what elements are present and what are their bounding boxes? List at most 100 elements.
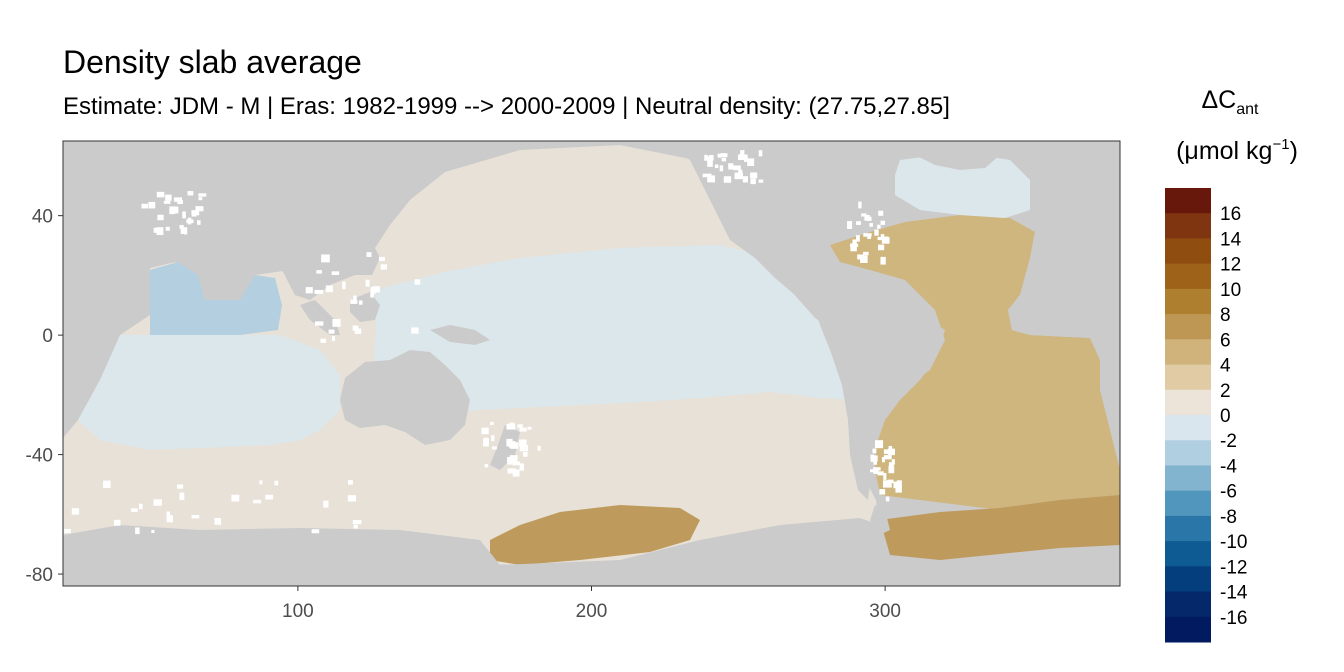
missing-data-cell [166, 515, 173, 523]
missing-data-cell [883, 472, 887, 480]
new-zealand-landmass [490, 425, 520, 470]
legend-title-unit: (μmol kg−1) [1162, 136, 1312, 166]
missing-data-cell [740, 150, 745, 157]
missing-data-cell [527, 426, 532, 430]
missing-data-cell [856, 221, 861, 225]
missing-data-cell [366, 252, 372, 257]
antarctic-peninsula [870, 505, 890, 535]
missing-data-cell [195, 206, 204, 212]
missing-data-cell [723, 176, 732, 183]
south-america-landmass [812, 290, 945, 500]
missing-data-cell [352, 325, 359, 331]
greenland-landmass [905, 141, 1005, 170]
missing-data-cell [883, 236, 889, 242]
colorbar-label: 0 [1220, 406, 1231, 427]
missing-data-cell [888, 465, 895, 474]
missing-data-cell [253, 499, 262, 504]
missing-data-cell [880, 220, 886, 225]
africa-landmass [63, 141, 250, 400]
missing-data-cell [880, 256, 886, 265]
indian-ocean-blue [150, 262, 282, 335]
missing-data-cell [350, 299, 358, 304]
southern-ocean-atlantic-sector [880, 495, 1120, 560]
missing-data-cell [139, 503, 143, 510]
colorbar-swatch [1165, 389, 1211, 416]
missing-data-cell [733, 165, 741, 171]
missing-data-cell [481, 427, 489, 435]
missing-data-cell [878, 210, 884, 216]
missing-data-cell [896, 480, 902, 488]
y-tick-label: -40 [26, 446, 53, 467]
colorbar-label: -8 [1220, 507, 1237, 528]
missing-data-cell [177, 484, 184, 489]
missing-data-cell [103, 480, 111, 488]
missing-data-cell [758, 179, 764, 183]
missing-data-cell [871, 455, 878, 462]
missing-data-cell [719, 165, 724, 172]
missing-data-cell [187, 190, 194, 196]
map-panel [63, 141, 1120, 586]
y-tick-label: 40 [32, 207, 53, 228]
x-tick-label: 100 [282, 601, 314, 622]
missing-data-cell [358, 300, 363, 305]
colorbar: 16 14 12 10 8 6 4 2 0 -2 -4 -6 -8 -10 -12 -14 -16 [1165, 188, 1248, 643]
plot-subtitle: Estimate: JDM - M | Eras: 1982-1999 --> … [63, 93, 950, 120]
missing-data-cell [342, 281, 346, 290]
missing-data-cell [332, 336, 336, 341]
missing-data-cell [323, 500, 329, 508]
missing-data-cell [850, 243, 857, 252]
missing-data-cell [867, 234, 872, 239]
missing-data-cell [332, 318, 341, 327]
missing-data-cell [352, 519, 362, 525]
colorbar-swatch [1165, 490, 1211, 517]
colorbar-swatch [1165, 263, 1211, 290]
colorbar-swatch [1165, 238, 1211, 265]
missing-data-cell [507, 456, 513, 465]
missing-data-cell [177, 200, 184, 205]
missing-data-cell [512, 461, 521, 466]
missing-data-cell [148, 201, 156, 209]
subpolar-north-atlantic [895, 152, 1030, 218]
colorbar-label: 6 [1220, 330, 1231, 351]
missing-data-cell [151, 529, 155, 534]
missing-data-cell [163, 200, 171, 204]
missing-data-cell [881, 457, 885, 463]
sumatra-landmass [300, 300, 340, 335]
missing-data-cell [714, 164, 719, 169]
missing-data-cell [743, 154, 748, 162]
missing-data-cell [490, 421, 494, 425]
colorbar-label: -14 [1220, 583, 1248, 604]
x-tick-label: 200 [576, 601, 608, 622]
missing-data-cell [523, 451, 528, 457]
colorbar-swatch [1165, 188, 1211, 214]
missing-data-cell [186, 219, 194, 224]
missing-data-cell [165, 194, 172, 201]
missing-data-cell [305, 287, 313, 294]
colorbar-label: -12 [1220, 557, 1247, 578]
missing-data-cell [331, 271, 340, 275]
missing-data-cell [705, 156, 714, 161]
missing-data-cell [856, 235, 860, 242]
missing-data-cell [191, 210, 200, 216]
missing-data-cell [325, 285, 333, 293]
missing-data-cell [179, 224, 184, 229]
indian-ocean-south [78, 335, 340, 450]
missing-data-cell [858, 201, 862, 209]
colorbar-label: 10 [1220, 280, 1241, 301]
missing-data-cell [895, 485, 902, 493]
x-axis: 100 200 300 [282, 586, 901, 622]
missing-data-cell [883, 449, 890, 454]
colorbar-swatch [1165, 591, 1211, 618]
missing-data-cell [198, 197, 203, 201]
colorbar-swatch [1165, 415, 1211, 441]
australia-landmass [340, 350, 470, 445]
missing-data-cell [860, 255, 868, 263]
missing-data-cell [311, 529, 320, 534]
missing-data-cell [265, 494, 273, 500]
colorbar-label: 2 [1220, 381, 1231, 402]
missing-data-cell [156, 191, 165, 198]
missing-data-cell [491, 435, 495, 442]
missing-data-cell [742, 176, 748, 183]
missing-data-cell [156, 227, 164, 236]
